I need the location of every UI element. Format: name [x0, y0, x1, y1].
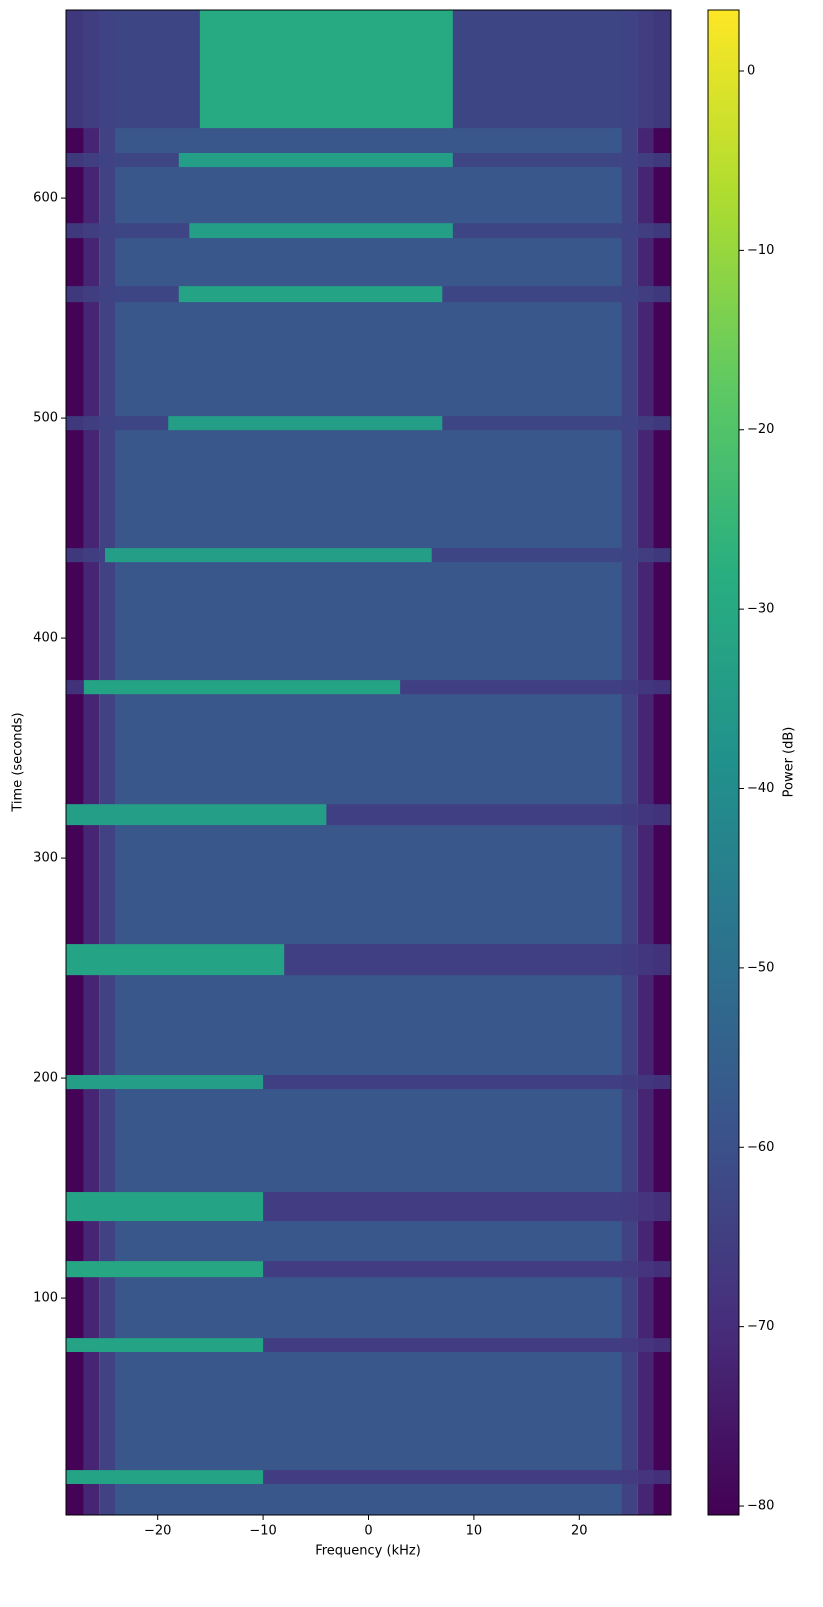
y-axis-label: Time (seconds) — [11, 712, 26, 812]
plot-area — [66, 10, 671, 1515]
y-tick-label: 300 — [33, 851, 58, 866]
burst-signal — [168, 416, 443, 431]
y-tick-label: 400 — [33, 631, 58, 646]
colorbar-tick-label: −70 — [747, 1319, 774, 1334]
y-tick-label: 200 — [33, 1071, 58, 1086]
burst-signal — [189, 223, 453, 239]
burst-signal — [66, 944, 285, 976]
background-band — [621, 10, 638, 1515]
colorbar-tick-label: −60 — [747, 1140, 774, 1155]
burst-signal — [66, 1261, 264, 1278]
burst-signal — [178, 152, 453, 168]
colorbar-tick-label: −50 — [747, 960, 774, 975]
y-tick-label: 600 — [33, 191, 58, 206]
burst-signal — [66, 1075, 264, 1090]
burst-signal — [83, 680, 401, 695]
background-band — [637, 10, 654, 1515]
colorbar-tick-label: −10 — [747, 243, 774, 258]
y-tick-label: 100 — [33, 1291, 58, 1306]
background-band — [99, 10, 116, 1515]
burst-signal — [66, 1338, 264, 1352]
x-tick-label: −20 — [144, 1524, 171, 1539]
x-axis-label: Frequency (kHz) — [315, 1544, 421, 1559]
x-tick-label: 0 — [364, 1524, 372, 1539]
colorbar-tick-label: −30 — [747, 602, 774, 617]
background-band — [66, 10, 84, 1515]
x-tick-label: 10 — [466, 1524, 483, 1539]
colorbar-tick-label: −20 — [747, 422, 774, 437]
background-band — [83, 10, 100, 1515]
burst-signal — [66, 1192, 264, 1222]
x-tick-label: 20 — [571, 1524, 588, 1539]
colorbar-tick-label: −80 — [747, 1499, 774, 1514]
burst-signal — [66, 804, 327, 826]
colorbar-tick-label: −40 — [747, 781, 774, 796]
colorbar-tick-label: 0 — [747, 63, 755, 78]
colorbar — [707, 9, 740, 1516]
burst-signal — [104, 548, 432, 563]
burst-signal — [66, 1470, 264, 1484]
burst-signal — [199, 10, 453, 129]
burst-signal — [178, 286, 443, 303]
background-band — [653, 10, 671, 1515]
colorbar-label: Power (dB) — [782, 727, 797, 798]
y-tick-label: 500 — [33, 411, 58, 426]
x-tick-label: −10 — [249, 1524, 276, 1539]
